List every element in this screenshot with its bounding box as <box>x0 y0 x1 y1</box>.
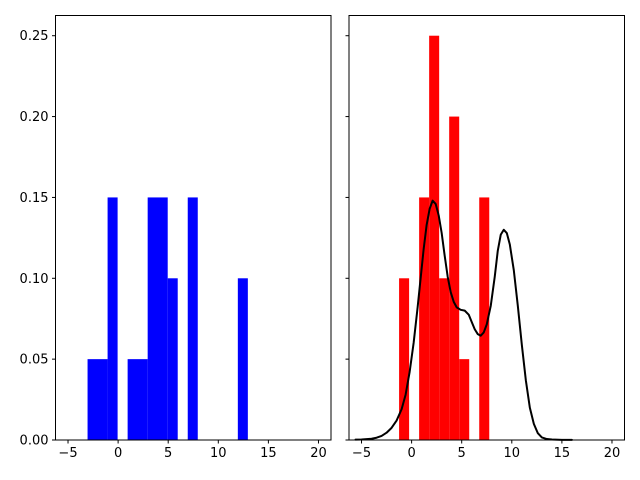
histogram-bar <box>399 278 410 440</box>
kde-curve <box>354 199 573 441</box>
histogram-bar <box>429 35 440 441</box>
y-tick-label: 0.25 <box>20 29 49 44</box>
x-tick-label: 0 <box>407 446 415 461</box>
x-tick-label: 20 <box>604 446 621 461</box>
x-tick-label: 0 <box>114 446 122 461</box>
histogram-bar <box>127 359 148 440</box>
histogram-bar <box>459 359 470 440</box>
left-subplot: −5 0 5 10 15 20 0.00 0.05 0.10 0.15 0.20 0.25 <box>20 15 332 461</box>
y-tick-label: 0.05 <box>20 353 49 368</box>
axes-spines <box>348 15 625 441</box>
x-tick-label: −5 <box>58 446 77 461</box>
x-tick-label: 10 <box>210 446 227 461</box>
axes-spines <box>55 15 332 441</box>
histogram-bar <box>419 197 430 440</box>
x-tick-label: 15 <box>260 446 277 461</box>
y-tick-label: 0.15 <box>20 191 49 206</box>
x-tick-label: −5 <box>352 446 371 461</box>
histogram-bar <box>87 359 108 440</box>
y-tick-label: 0.00 <box>20 434 49 449</box>
y-tick-label: 0.10 <box>20 272 49 287</box>
x-tick-label: 5 <box>164 446 172 461</box>
histogram-bar <box>237 278 248 440</box>
histogram-bar <box>439 278 450 440</box>
histogram-bar <box>107 197 118 440</box>
x-tick-label: 15 <box>554 446 571 461</box>
x-tick-label: 10 <box>504 446 521 461</box>
histogram-bar <box>167 278 178 440</box>
histogram-bar <box>479 197 490 440</box>
histogram-bar <box>147 197 168 440</box>
right-subplot: −5 0 5 10 15 20 <box>345 15 625 461</box>
histogram-bar <box>187 197 198 440</box>
y-tick-label: 0.20 <box>20 110 49 125</box>
x-tick-label: 20 <box>310 446 327 461</box>
x-tick-label: 5 <box>458 446 466 461</box>
histogram-bar <box>449 116 460 440</box>
